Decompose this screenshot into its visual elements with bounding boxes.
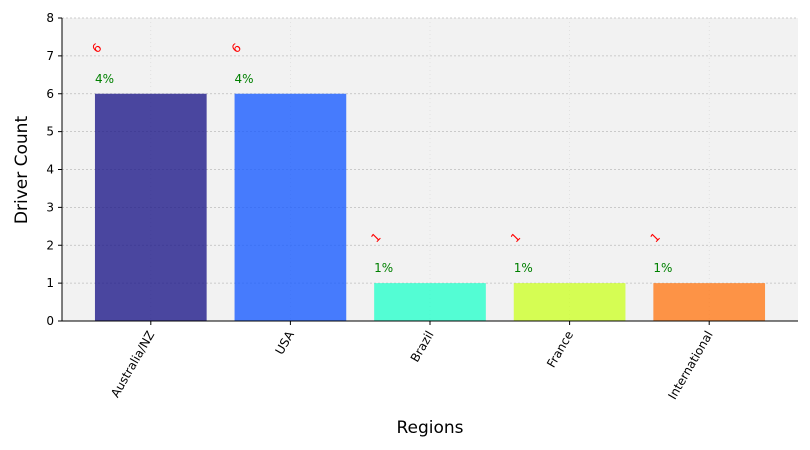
x-axis-title: Regions [396, 418, 463, 438]
percent-label: 4% [235, 72, 254, 86]
percent-label: 1% [514, 261, 533, 275]
y-tick-label: 7 [46, 49, 54, 63]
percent-label: 4% [95, 72, 114, 86]
y-tick-label: 6 [46, 87, 54, 101]
bar [374, 283, 486, 321]
bars [94, 93, 766, 321]
y-ticks: 0 1 2 3 4 5 6 7 8 [46, 11, 62, 328]
x-tick-label: France [544, 329, 576, 371]
x-tick-label: USA [272, 328, 297, 357]
y-tick-label: 3 [46, 200, 54, 214]
bar [653, 283, 766, 321]
bar [513, 283, 626, 321]
x-ticks: Australia/NZ USA Brazil France International [108, 321, 716, 402]
y-axis-title: Driver Count [12, 116, 32, 225]
x-tick-label: Australia/NZ [108, 329, 157, 400]
y-tick-label: 2 [46, 238, 54, 252]
y-tick-label: 4 [46, 163, 54, 177]
percent-label: 1% [653, 261, 672, 275]
y-tick-label: 5 [46, 125, 54, 139]
y-tick-label: 1 [46, 276, 54, 290]
y-tick-label: 8 [46, 11, 54, 25]
percent-label: 1% [374, 261, 393, 275]
bar [94, 93, 207, 321]
x-tick-label: International [665, 329, 715, 402]
y-tick-label: 0 [46, 314, 54, 328]
x-tick-label: Brazil [408, 329, 437, 365]
bar [234, 93, 347, 321]
